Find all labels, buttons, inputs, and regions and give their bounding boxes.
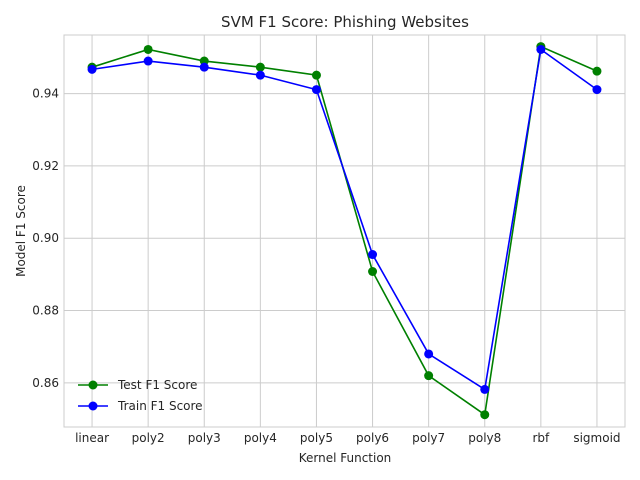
series-layer xyxy=(87,42,602,420)
legend-label-test: Test F1 Score xyxy=(117,378,197,392)
data-point xyxy=(368,267,378,277)
x-tick-label: rbf xyxy=(532,431,550,445)
y-tick-label: 0.94 xyxy=(32,87,59,101)
data-point xyxy=(480,384,490,394)
data-point xyxy=(592,85,602,95)
data-point xyxy=(255,62,265,72)
x-tick-label: poly8 xyxy=(468,431,501,445)
y-tick-label: 0.90 xyxy=(32,231,59,245)
data-point xyxy=(143,56,153,66)
data-point xyxy=(311,70,321,80)
x-tick-label: sigmoid xyxy=(573,431,620,445)
x-tick-label: linear xyxy=(75,431,109,445)
x-axis-label: Kernel Function xyxy=(299,451,392,465)
y-axis-label: Model F1 Score xyxy=(14,185,28,277)
chart-title: SVM F1 Score: Phishing Websites xyxy=(221,13,469,31)
data-point xyxy=(87,64,97,74)
data-point xyxy=(592,66,602,76)
data-point xyxy=(424,371,434,381)
x-tick-label: poly2 xyxy=(132,431,165,445)
data-point xyxy=(199,56,209,66)
legend-marker-train xyxy=(88,401,98,411)
x-tick-label: poly7 xyxy=(412,431,445,445)
legend-label-train: Train F1 Score xyxy=(117,399,203,413)
x-tick-label: poly3 xyxy=(188,431,221,445)
data-point xyxy=(480,410,490,420)
data-point xyxy=(368,250,378,260)
data-point xyxy=(255,70,265,80)
data-point xyxy=(199,62,209,72)
series-line xyxy=(91,48,598,391)
y-tick-label: 0.86 xyxy=(32,376,59,390)
legend: Test F1 Score Train F1 Score xyxy=(78,378,203,413)
x-tick-label: poly6 xyxy=(356,431,389,445)
x-tick-label: poly5 xyxy=(300,431,333,445)
data-point xyxy=(143,44,153,54)
y-tick-label: 0.88 xyxy=(32,304,59,318)
y-tick-label: 0.92 xyxy=(32,159,59,173)
grid xyxy=(64,35,625,427)
x-tick-label: poly4 xyxy=(244,431,277,445)
data-point xyxy=(424,349,434,359)
legend-marker-test xyxy=(88,380,98,390)
series-train xyxy=(87,44,602,394)
plot-frame xyxy=(63,34,626,428)
data-point xyxy=(311,85,321,95)
y-tick-labels: 0.86 0.88 0.90 0.92 0.94 xyxy=(32,87,59,390)
data-point xyxy=(536,44,546,54)
x-tick-labels: linear poly2 poly3 poly4 poly5 poly6 poly7 poly… xyxy=(75,431,620,445)
